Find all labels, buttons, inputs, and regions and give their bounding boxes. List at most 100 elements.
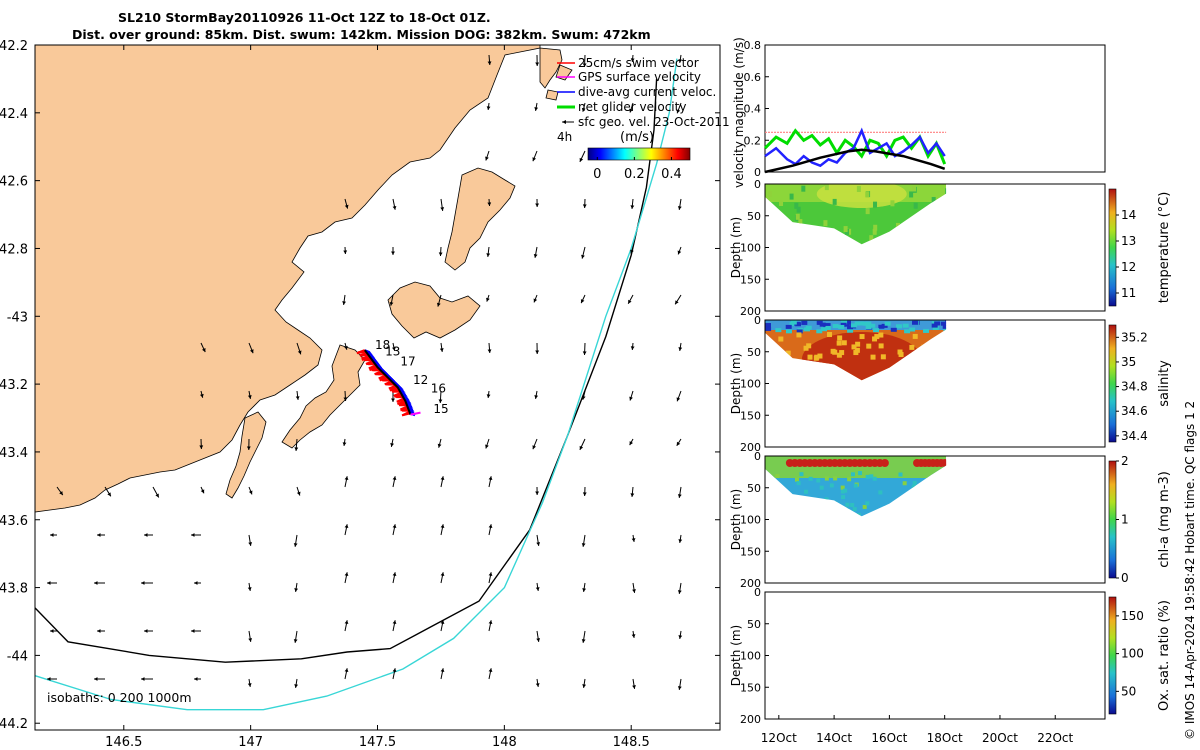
velocity-arrow [678, 630, 683, 639]
date-tick-label: 12Oct [761, 731, 797, 745]
colorbar-tick-label: 1 [1121, 513, 1129, 527]
depth-tick-label: 50 [747, 210, 761, 223]
depth-tick-label: 150 [740, 273, 761, 286]
velocity-y-ticks: 0 0.2 0.4 0.6 0.8 [744, 39, 769, 179]
velocity-arrow [296, 486, 301, 496]
maria-island [444, 167, 516, 271]
velocity-arrow [247, 678, 252, 687]
velocity-arrow [392, 524, 397, 536]
temperature-panel: 0 50 100 150 200 Depth (m) 11 12 13 14 temperature… [729, 178, 1172, 318]
island-small-2 [545, 89, 559, 101]
velocity-arrow [677, 582, 682, 594]
depth-tick-label: 0 [754, 450, 761, 463]
velocity-arrow [485, 438, 490, 449]
velocity-arrow [293, 534, 298, 547]
velocity-arrow [294, 678, 299, 688]
velocity-arrow [199, 438, 204, 450]
section-colorbar [1108, 460, 1117, 579]
velocity-arrow [438, 246, 443, 257]
velocity-arrow [94, 581, 105, 585]
map-y-tick-label: 42.2 [0, 39, 28, 54]
depth-axis-label: Depth (m) [729, 489, 743, 550]
colorbar-tick-label: 2 [1121, 454, 1129, 468]
velocity-arrow [342, 294, 346, 305]
colorbar-tick-label: 0 [1121, 571, 1129, 585]
velocity-arrow [50, 533, 57, 537]
velocity-arrow [535, 582, 540, 591]
swim-vector [378, 375, 387, 380]
depth-tick-label: 100 [740, 242, 761, 255]
map-y-tick-label: 42.4 [0, 107, 28, 122]
velocity-arrow [194, 581, 201, 585]
velocity-arrow [344, 476, 349, 488]
velocity-series-line [764, 148, 946, 174]
velocity-arrow [677, 198, 682, 210]
velocity-arrow [97, 629, 105, 633]
velocity-arrow [631, 630, 636, 638]
velocity-arrow [247, 390, 252, 399]
chl-a-panel: 0 50 100 150 200 Depth (m) 0 1 2 chl-a (mg m-3) [729, 450, 1172, 590]
velocity-arrow [678, 342, 683, 351]
velocity-arrow [629, 390, 634, 401]
legend-label-net: net glider velocity [578, 100, 686, 114]
velocity-arrow [532, 150, 538, 162]
isobath-1000m [34, 58, 678, 711]
colorbar-tick-label: 35.2 [1121, 330, 1148, 344]
map-y-tick-label: -43 [7, 310, 28, 325]
velocity-arrow [536, 534, 541, 546]
date-tick-label: 20Oct [982, 731, 1018, 745]
velocity-arrow [344, 668, 349, 680]
legend-label-sfc: sfc geo. vel. 23-Oct-2011 [578, 115, 730, 129]
map-x-tick-label: 146.5 [105, 735, 142, 750]
depth-tick-label: 200 [740, 713, 761, 726]
date-tick-label: 16Oct [871, 731, 907, 745]
velocity-y-tick-label: 0.8 [744, 39, 762, 52]
velocity-arrow [391, 391, 395, 402]
map-y-tick-label: -44 [7, 649, 28, 664]
velocity-arrow [582, 198, 587, 209]
velocity-arrow [440, 198, 445, 211]
velocity-arrow [581, 630, 586, 643]
velocity-arrow [296, 342, 302, 355]
colorbar-tick-label: 11 [1121, 286, 1136, 300]
colorbar-tick-label: 12 [1121, 260, 1136, 274]
velocity-arrow [439, 342, 444, 352]
colorbar-tick-label: 0 [593, 167, 601, 182]
depth-tick-label: 200 [740, 577, 761, 590]
colorbar-label: salinity [1157, 360, 1172, 407]
depth-tick-label: 200 [740, 441, 761, 454]
velocity-arrow [486, 390, 491, 399]
colorbar-tick-label: 34.4 [1121, 429, 1148, 443]
map-y-tick-label: 43.6 [0, 514, 28, 529]
velocity-arrow [144, 629, 153, 633]
velocity-arrow [344, 342, 348, 350]
date-tick-label: 18Oct [927, 731, 963, 745]
map-x-tick-label: 147 [238, 735, 263, 750]
velocity-arrow [344, 620, 349, 632]
velocity-ylabel: velocity magnitude (m/s) [732, 37, 746, 188]
colorbar-label: chl-a (mg m-3) [1157, 471, 1172, 568]
velocity-arrow [532, 438, 538, 450]
velocity-arrow [534, 390, 539, 399]
velocity-arrow [676, 390, 682, 402]
velocity-arrow [152, 486, 160, 498]
depth-tick-label: 200 [740, 305, 761, 318]
velocity-arrow [392, 620, 397, 632]
velocity-y-tick-label: 0 [754, 166, 761, 179]
colorbar-unit: (m/s) [620, 130, 654, 145]
velocity-arrow [535, 198, 540, 208]
velocity-series-line [764, 127, 946, 168]
velocity-arrow [94, 677, 105, 681]
imos-credit: © IMOS 14-Apr-2024 19:58:42 Hobart time.… [1183, 400, 1197, 740]
velocity-arrow [391, 247, 395, 255]
velocity-arrow [343, 246, 348, 255]
velocity-arrow [533, 294, 538, 303]
velocity-arrow [632, 582, 636, 593]
velocity-arrow [487, 54, 492, 66]
velocity-arrow [677, 246, 682, 255]
velocity-arrow [581, 102, 586, 112]
swim-vector [368, 365, 378, 370]
track-day-label: 13 [385, 344, 400, 358]
velocity-arrow [248, 486, 253, 495]
track-day-label: 16 [431, 382, 446, 396]
